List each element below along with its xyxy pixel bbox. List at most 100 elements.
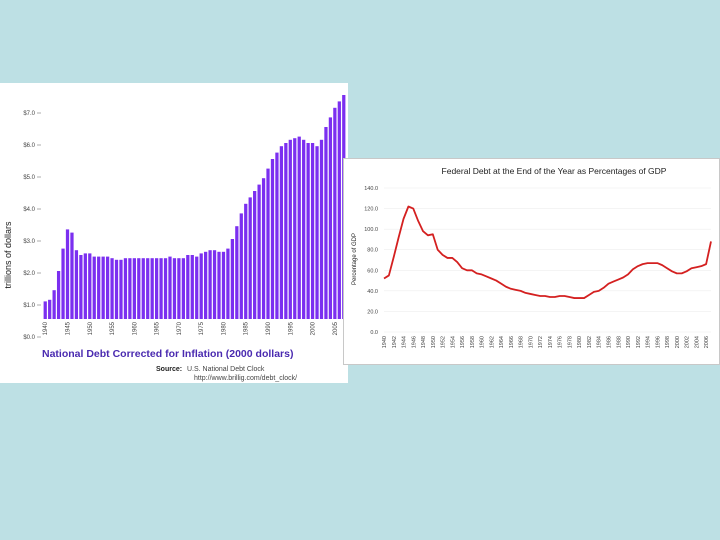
bar-2000 [310,143,315,319]
bar-2005 [333,107,337,319]
bar-1981 [226,248,230,319]
bar-x-tick-label: 1975 [199,321,205,335]
bar-x-tick-label: 1945 [66,321,72,335]
bar-1991 [270,159,275,319]
line-y-tick-label: 100.0 [364,227,378,233]
line-y-tick-label: 0.0 [370,330,378,336]
bar-1997 [297,136,301,319]
bar-chart-title: National Debt Corrected for Inflation (2… [42,348,293,360]
bar-2003 [324,127,328,319]
bar-1969 [172,258,177,319]
line-chart-series [383,205,712,299]
bar-2002 [319,139,324,319]
bar-1942 [52,290,56,319]
bar-1983 [235,226,239,319]
line-x-tick-label: 1964 [499,336,505,348]
line-x-tick-label: 1950 [431,336,437,348]
line-x-tick-label: 1960 [480,336,486,348]
debt-gdp-line [383,205,712,299]
bar-1967 [163,258,168,319]
bar-x-tick-label: 1955 [110,321,116,335]
bar-1962 [141,258,145,319]
bar-1984 [239,213,243,319]
line-y-tick-label: 80.0 [367,248,378,254]
bar-1996 [293,138,297,319]
line-x-tick-label: 1972 [538,336,544,348]
line-x-tick-label: 1954 [450,336,456,348]
bar-1982 [230,239,235,319]
bar-1966 [159,258,163,319]
bar-1953 [101,256,105,319]
bar-1971 [181,258,185,319]
bar-1949 [83,253,87,319]
bar-x-tick-label: 1950 [88,321,94,335]
bar-2006 [337,101,341,320]
line-x-tick-label: 1946 [411,336,417,348]
line-y-tick-label: 120.0 [364,207,378,213]
bar-chart-y-ticks: $0.0 $1.0 $2.0 $3.0 $4.0 $5.0 $6.0 $7.0 [23,111,35,341]
line-x-tick-label: 1940 [382,336,388,348]
line-x-tick-label: 2006 [704,336,710,348]
bar-x-tick-label: 1940 [43,321,49,335]
line-x-tick-label: 1942 [392,336,398,348]
bar-1972 [186,255,190,319]
bar-1964 [150,258,154,319]
bar-chart-source-name: U.S. National Debt Clock [187,366,265,373]
bar-1948 [79,255,83,319]
line-x-tick-label: 1974 [548,336,554,348]
bar-1956 [114,259,119,319]
bar-1993 [279,146,284,319]
line-x-tick-label: 2000 [675,336,681,348]
line-chart-y-label: Percentage of GDP [352,233,358,285]
bar-1987 [253,191,257,319]
bar-chart-x-ticks: 1940 1945 1950 1955 1960 1965 1970 1975 1980 1985… [43,321,339,335]
bar-1986 [248,197,252,319]
line-chart-grid [384,187,711,333]
line-x-tick-label: 1966 [509,336,515,348]
line-x-tick-label: 1944 [402,336,408,348]
line-x-tick-label: 2004 [694,336,700,348]
bar-chart-svg: $0.0$1.0$2.0$3.0$4.0$5.0$6.0$7.0 1940 194… [3,95,346,382]
line-x-tick-label: 2002 [685,336,691,348]
bar-y-tick-label: $6.0 [23,143,35,149]
bar-1940 [43,301,47,319]
bar-chart-y-label: trillions of dollars [3,221,13,289]
bar-1963 [146,258,150,319]
bar-1947 [74,250,79,319]
bar-1977 [208,250,212,319]
bar-y-tick-label: $5.0 [23,175,35,181]
line-x-tick-label: 1970 [528,336,534,348]
bar-1950 [88,253,92,319]
bar-y-tick-label: $2.0 [23,271,35,277]
bar-1975 [199,253,203,319]
bar-1989 [261,178,266,319]
line-chart-svg: Federal Debt at the End of the Year as P… [352,166,712,348]
bar-x-tick-label: 1985 [244,321,250,335]
line-x-tick-label: 1998 [665,336,671,348]
bar-1943 [56,271,61,319]
line-x-tick-label: 1976 [558,336,564,348]
bar-1954 [105,256,110,319]
line-x-tick-label: 1996 [655,336,661,348]
bar-y-tick-label: $1.0 [23,303,35,309]
bar-x-tick-label: 1995 [288,321,294,335]
line-x-tick-label: 1968 [519,336,525,348]
bar-chart-source-url: http://www.brillig.com/debt_clock/ [194,375,297,382]
bar-1974 [195,256,199,319]
bar-1959 [128,258,132,319]
bar-1952 [97,256,101,319]
bar-1944 [61,248,65,319]
line-x-tick-label: 1948 [421,336,427,348]
bar-x-tick-label: 1990 [266,321,272,335]
bar-1998 [302,139,306,319]
bar-1980 [221,251,226,319]
bar-1945 [65,229,70,319]
line-chart-x-ticks: 1940 1942 1944 1946 1948 1950 1952 1954 1956 1958… [382,336,710,348]
bar-chart-source-label: Source: [156,366,182,373]
line-y-tick-label: 140.0 [364,186,378,192]
line-chart-y-ticks: 0.0 20.0 40.0 60.0 80.0 100.0 120.0 140.0 [364,186,378,336]
bar-x-tick-label: 2000 [311,321,317,335]
line-x-tick-label: 1958 [470,336,476,348]
bar-1979 [217,251,221,319]
bar-x-tick-label: 1965 [155,321,161,335]
